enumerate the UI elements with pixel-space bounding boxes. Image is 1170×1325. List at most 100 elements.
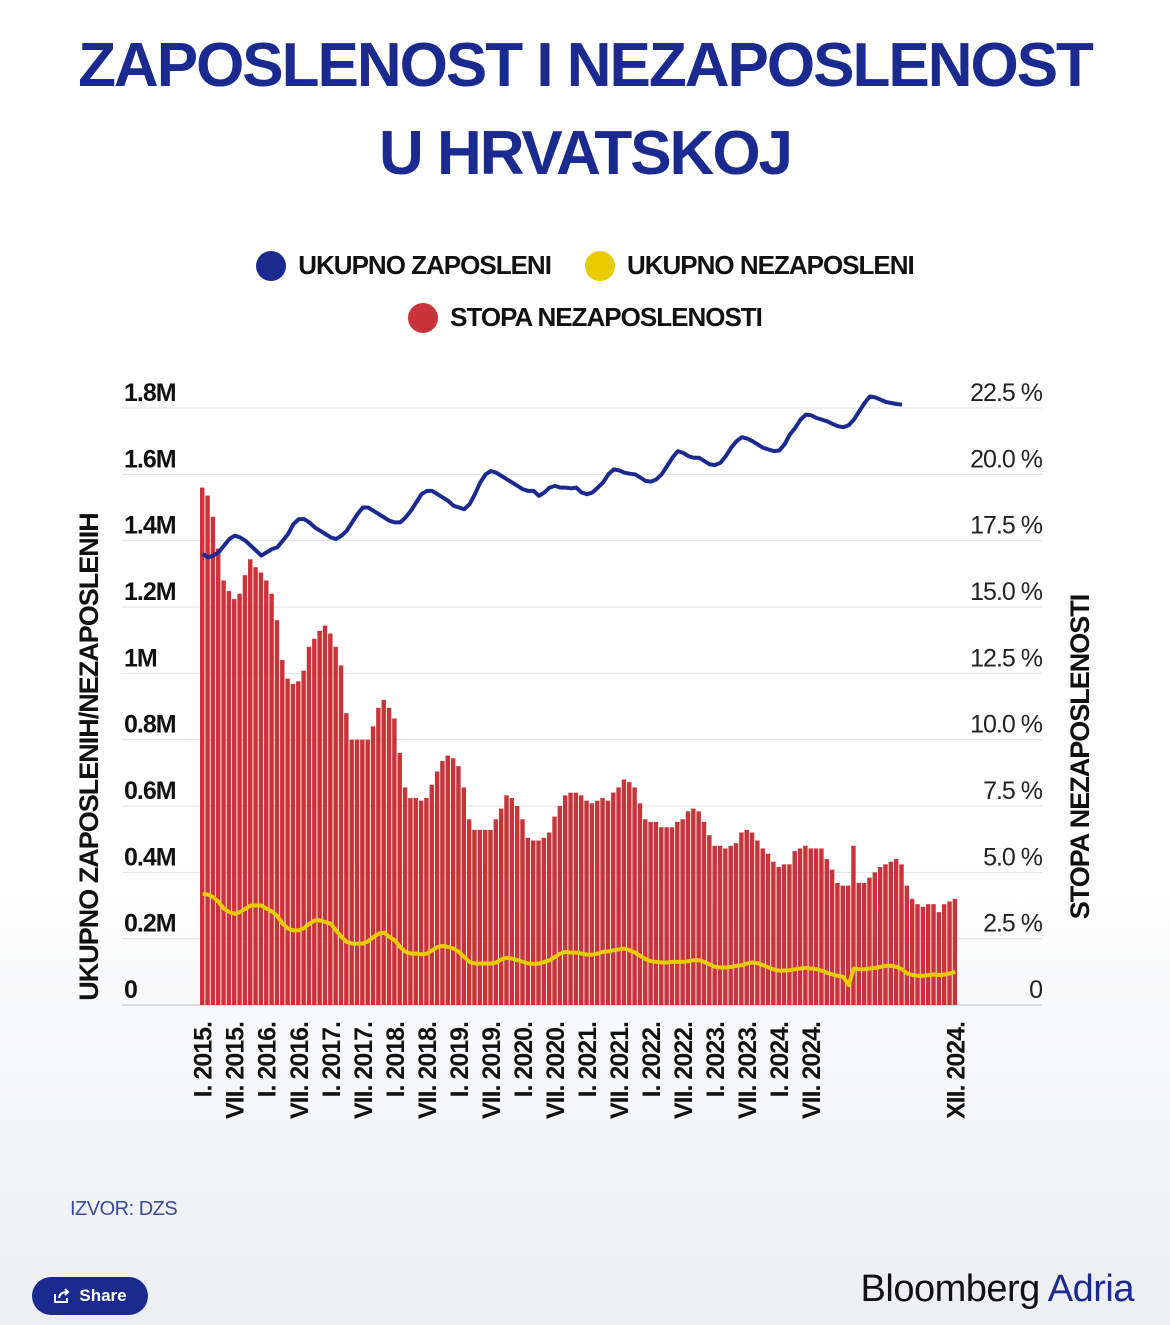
line-series-zaposleni <box>201 394 903 560</box>
brand-part-2: Adria <box>1047 1268 1135 1310</box>
bar <box>765 853 771 1005</box>
bar <box>301 670 306 1005</box>
x-tick-label: VII. 2023. <box>734 1022 762 1119</box>
bar <box>653 821 659 1005</box>
bar <box>701 821 707 1005</box>
bar <box>829 869 835 1005</box>
legend-row-1: UKUPNO ZAPOSLENI UKUPNO NEZAPOSLENI <box>0 250 1170 281</box>
bar <box>413 798 418 1005</box>
y-tick-label-right: 10.0 % <box>970 711 1043 739</box>
bar <box>488 829 493 1005</box>
bar <box>280 660 285 1005</box>
legend-item-nezaposleni: UKUPNO NEZAPOSLENI <box>584 250 915 281</box>
bar <box>728 845 733 1005</box>
x-tick-label: VII. 2024. <box>798 1022 826 1119</box>
bar <box>856 882 862 1005</box>
bar <box>365 739 370 1005</box>
x-tick-label: I. 2017. <box>318 1022 346 1097</box>
y-tick-label-left: 0 <box>124 976 137 1004</box>
y-tick-label-left: 1.4M <box>124 512 176 540</box>
bar <box>424 798 429 1005</box>
bar <box>883 864 888 1005</box>
bar <box>952 898 958 1005</box>
bar <box>493 819 499 1005</box>
x-tick-label: I. 2018. <box>382 1022 410 1097</box>
bar <box>616 787 621 1005</box>
bar <box>290 683 296 1005</box>
bar <box>605 800 611 1005</box>
share-button[interactable]: Share <box>32 1277 148 1315</box>
bar <box>685 811 691 1005</box>
bar <box>899 864 904 1005</box>
bar <box>824 859 829 1005</box>
bar <box>376 707 381 1005</box>
bar <box>552 816 557 1005</box>
bar <box>418 800 424 1005</box>
bar <box>755 840 760 1005</box>
bar <box>669 827 675 1005</box>
bar <box>402 787 408 1005</box>
bar <box>797 848 803 1005</box>
bar <box>360 739 365 1005</box>
legend-item-stopa: STOPA NEZAPOSLENOSTI <box>408 302 763 333</box>
y-tick-label-left: 1M <box>124 644 157 672</box>
title-line-1: ZAPOSLENOST I NEZAPOSLENOST <box>78 31 1094 100</box>
legend-swatch-red <box>408 302 439 333</box>
y-tick-label-right: 20.0 % <box>970 445 1043 473</box>
y-tick-label-right: 15.0 % <box>970 578 1043 606</box>
bar <box>381 699 386 1005</box>
bar <box>397 752 402 1005</box>
bar <box>877 867 883 1005</box>
y-axis-label-left: UKUPNO ZAPOSLENIH/NEZAPOSLENIH <box>74 513 104 1001</box>
bar <box>445 755 450 1005</box>
bar <box>573 792 579 1005</box>
bar <box>205 495 210 1005</box>
x-tick-label: VII. 2022. <box>670 1022 698 1119</box>
source-note: IZVOR: DZS <box>70 1198 178 1220</box>
bar <box>696 811 701 1005</box>
bar <box>274 620 280 1005</box>
bar <box>392 718 397 1005</box>
bar <box>904 885 910 1005</box>
x-tick-label: I. 2019. <box>446 1022 474 1097</box>
bar <box>237 593 242 1005</box>
x-tick-label: VII. 2019. <box>478 1022 506 1119</box>
y-tick-label-left: 1.8M <box>124 379 176 407</box>
axis-ticks: 0 0 0.2M 2.5 % 0.4M 5.0 % 0.6M 7.5 % 0.8M 10.0 % 1… <box>124 379 1044 1119</box>
x-tick-label: I. 2016. <box>254 1022 282 1097</box>
bar <box>504 795 509 1005</box>
bar <box>466 819 472 1005</box>
legend-swatch-blue <box>256 250 287 281</box>
bar <box>909 898 915 1005</box>
bar <box>210 516 216 1005</box>
bar <box>835 882 840 1005</box>
bar <box>787 864 792 1005</box>
bar <box>680 819 685 1005</box>
bar <box>296 681 301 1005</box>
bar <box>872 872 878 1005</box>
bar-series-stopa <box>200 487 958 1006</box>
x-tick-label: XII. 2024. <box>942 1022 970 1119</box>
x-tick-label: VII. 2018. <box>414 1022 442 1119</box>
chart-title: ZAPOSLENOST I NEZAPOSLENOST U HRVATSKOJ <box>0 22 1170 198</box>
bar <box>354 739 360 1005</box>
y-tick-label-left: 1.2M <box>124 578 176 606</box>
y-tick-label-right: 12.5 % <box>970 644 1043 672</box>
legend-label-stopa: STOPA NEZAPOSLENOSTI <box>450 302 763 332</box>
bar <box>349 739 354 1005</box>
bar <box>941 904 947 1005</box>
legend-item-zaposleni: UKUPNO ZAPOSLENI <box>256 250 552 281</box>
bar <box>707 835 712 1005</box>
bar <box>925 904 931 1005</box>
bar <box>386 707 392 1005</box>
bar <box>792 851 797 1005</box>
line-series-nezaposleni <box>202 891 956 988</box>
bar <box>819 848 824 1005</box>
legend-label-nezaposleni: UKUPNO NEZAPOSLENI <box>626 250 915 280</box>
bar <box>557 806 563 1005</box>
bar <box>258 572 264 1005</box>
bar <box>253 567 258 1005</box>
bar <box>712 845 717 1005</box>
bar <box>851 845 856 1005</box>
brand-logo: Bloomberg Adria <box>861 1268 1135 1311</box>
